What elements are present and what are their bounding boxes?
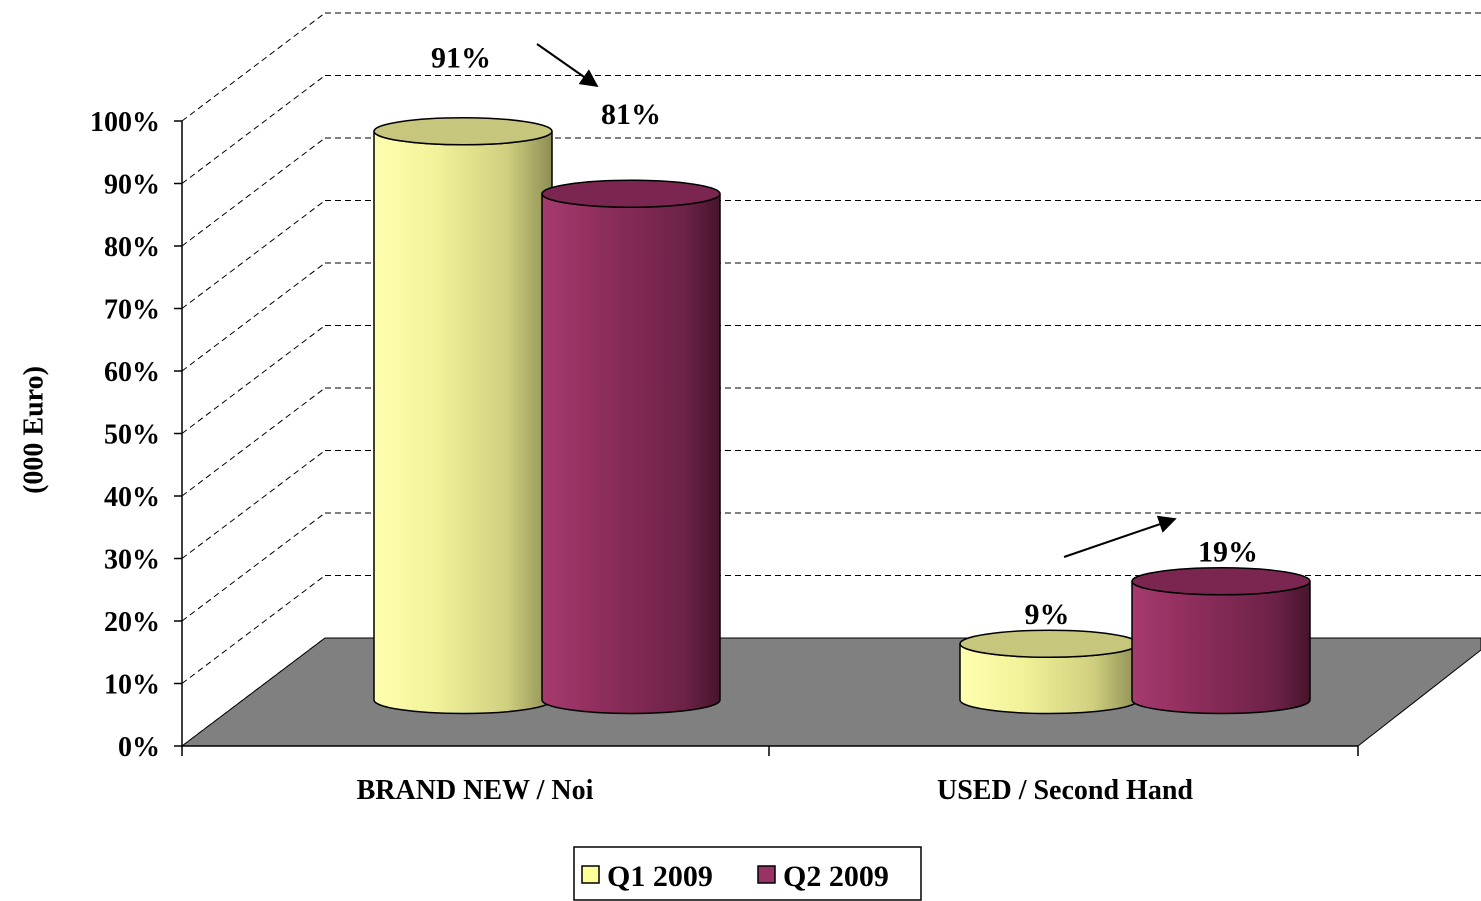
y-tick-label: 80% <box>104 232 160 263</box>
grid-diagonal <box>181 512 326 622</box>
y-tick-label: 0% <box>118 732 160 763</box>
bar-top <box>959 629 1139 658</box>
data-label: 9% <box>1025 598 1070 631</box>
change-arrow-used <box>1063 515 1177 558</box>
labels-layer: BRAND NEW / Noi USED / Second Hand 91% 81% 9… <box>357 41 1258 806</box>
grid-diagonal <box>181 200 326 309</box>
grid-diagonal <box>181 450 326 559</box>
y-tick-label: 10% <box>104 670 160 701</box>
bar-top <box>1131 567 1311 596</box>
grid-diagonal <box>181 387 326 497</box>
change-arrow-brand-new <box>536 43 599 88</box>
y-tick-label: 50% <box>104 420 160 451</box>
y-tick-label: 30% <box>104 545 160 576</box>
legend-label-q1: Q1 2009 <box>607 860 713 893</box>
grid-diagonal <box>181 12 326 122</box>
legend-swatch-q2 <box>757 865 776 884</box>
y-tick-label: 70% <box>104 295 160 326</box>
bar-top <box>541 179 721 208</box>
grid-diagonal <box>181 325 326 434</box>
data-label: 19% <box>1198 535 1258 568</box>
category-label: USED / Second Hand <box>937 775 1193 806</box>
bar-body <box>541 193 721 715</box>
grid-diagonal <box>181 75 326 184</box>
legend-label-q2: Q2 2009 <box>783 860 889 893</box>
bars-layer <box>373 117 1311 715</box>
legend: Q1 2009 Q2 2009 <box>573 846 922 901</box>
y-axis-label: (000 Euro) <box>18 366 49 494</box>
data-label: 81% <box>601 98 661 131</box>
bar <box>1131 567 1311 715</box>
bar-body <box>373 131 553 715</box>
grid-diagonal <box>181 137 326 247</box>
grid-diagonal <box>181 262 326 372</box>
category-label: BRAND NEW / Noi <box>357 775 594 806</box>
legend-swatch-q1 <box>581 865 600 884</box>
y-tick-label: 90% <box>104 170 160 201</box>
bar <box>541 179 721 715</box>
bar-body <box>1131 581 1311 715</box>
bar-top <box>373 117 553 146</box>
y-tick-label: 40% <box>104 482 160 513</box>
y-tick-label: 100% <box>90 107 160 138</box>
bar <box>959 629 1139 715</box>
y-tick-label: 20% <box>104 607 160 638</box>
legend-box <box>573 846 922 901</box>
axis-layer: 0% 10% 20% 30% 40% 50% 60% 70% 80% 90% 100% <box>90 107 1359 763</box>
data-label: 91% <box>431 41 491 74</box>
y-tick-label: 60% <box>104 357 160 388</box>
bar <box>373 117 553 715</box>
